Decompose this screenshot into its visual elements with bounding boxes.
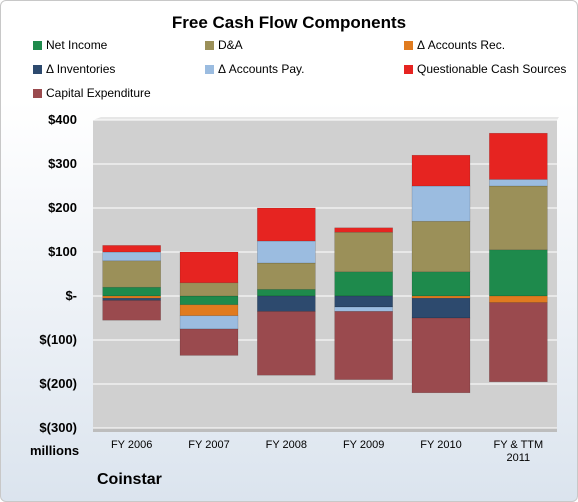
legend-label: Net Income	[46, 38, 108, 52]
bar-segment-capital-expenditure-4	[334, 311, 393, 380]
x-tick-label: FY 2009	[342, 439, 385, 451]
plot-back-top	[93, 117, 559, 120]
legend-swatch	[205, 41, 214, 50]
bar-segment-accounts-rec-1	[102, 295, 161, 299]
bar-segment-net-income-5	[411, 271, 471, 297]
bar-segment-questionable-cash-sources-5	[411, 154, 471, 187]
bar-segment-questionable-cash-sources-3	[257, 207, 316, 242]
legend-label: Δ Inventories	[46, 62, 116, 76]
bar-segment-net-income-1	[102, 286, 161, 297]
x-tick-label: FY & TTM 2011	[493, 439, 544, 464]
legend-swatch	[404, 41, 413, 50]
legend-label: Δ Accounts Rec.	[417, 38, 506, 52]
bar-segment-capital-expenditure-2	[179, 328, 239, 356]
bar-segment-accounts-pay-1	[102, 251, 161, 262]
x-tick-label: FY 2008	[265, 439, 308, 451]
y-tick-label: $100	[48, 244, 77, 259]
bar-segment-d-a-3	[257, 262, 316, 290]
bar-segment-accounts-rec-5	[411, 295, 471, 299]
x-tick-label: FY 2006	[110, 439, 153, 451]
bar-segment-d-a-1	[102, 260, 161, 288]
legend-label: Questionable Cash Sources	[417, 62, 567, 76]
legend-swatch	[205, 65, 214, 74]
legend-item: Δ Inventories	[33, 62, 115, 76]
bar-segment-questionable-cash-sources-2	[179, 251, 239, 284]
units-label: millions	[30, 443, 80, 458]
y-tick-label: $300	[48, 156, 77, 171]
legend-item: Capital Expenditure	[33, 86, 151, 100]
bar-segment-d-a-6	[489, 185, 548, 251]
legend-item: Δ Accounts Pay.	[205, 62, 305, 76]
bar-segment-accounts-pay-2	[179, 315, 239, 330]
x-tick-label: FY 2007	[188, 439, 230, 451]
bar-segment-accounts-pay-5	[411, 185, 471, 222]
y-tick-label: $(300)	[39, 420, 77, 435]
bar-segment-accounts-pay-3	[257, 240, 316, 264]
legend-label: D&A	[218, 38, 243, 52]
bar-segment-d-a-5	[411, 220, 471, 273]
y-tick-label: $400	[48, 112, 77, 127]
bar-segment-net-income-4	[334, 271, 393, 297]
y-tick-label: $200	[48, 200, 77, 215]
plot-background	[93, 120, 557, 428]
bar-segment-questionable-cash-sources-1	[102, 245, 161, 253]
bar-segment-net-income-6	[489, 249, 548, 297]
bar-segment-questionable-cash-sources-4	[334, 227, 393, 233]
legend-swatch	[404, 65, 413, 74]
bar-segment-accounts-rec-6	[489, 295, 548, 303]
bar-segment-inventories-1	[102, 297, 161, 301]
y-tick-label: $-	[65, 288, 77, 303]
legend-item: Δ Accounts Rec.	[404, 38, 505, 52]
legend-item: D&A	[205, 38, 243, 52]
y-tick-label: $(200)	[39, 376, 77, 391]
legend-swatch	[33, 41, 42, 50]
chart-title: Free Cash Flow Components	[171, 13, 407, 32]
legend-swatch	[33, 89, 42, 98]
bar-segment-d-a-4	[334, 231, 393, 273]
legend-item: Questionable Cash Sources	[404, 62, 566, 76]
legend-item: Net Income	[33, 38, 107, 52]
y-tick-label: $(100)	[39, 332, 77, 347]
bar-segment-accounts-pay-6	[489, 179, 548, 187]
bar-segment-capital-expenditure-1	[102, 300, 161, 321]
bar-segment-inventories-4	[334, 295, 393, 308]
bar-segment-capital-expenditure-3	[257, 311, 316, 376]
bar-segment-net-income-2	[179, 295, 239, 306]
bar-segment-inventories-3	[257, 295, 316, 312]
bar-segment-capital-expenditure-5	[411, 317, 471, 394]
bar-segment-questionable-cash-sources-6	[489, 132, 548, 180]
bar-segment-capital-expenditure-6	[489, 302, 548, 383]
legend-label: Capital Expenditure	[46, 86, 151, 100]
bar-segment-inventories-5	[411, 297, 471, 319]
bar-segment-d-a-2	[179, 282, 239, 297]
bar-segment-net-income-3	[257, 289, 316, 297]
x-tick-label: FY 2010	[420, 439, 462, 451]
bar-segment-accounts-pay-4	[334, 306, 393, 312]
bar-segment-accounts-rec-2	[179, 304, 239, 317]
plot-floor	[93, 428, 557, 432]
legend-swatch	[33, 65, 42, 74]
company-label: Coinstar	[97, 471, 162, 488]
legend-label: Δ Accounts Pay.	[218, 62, 305, 76]
